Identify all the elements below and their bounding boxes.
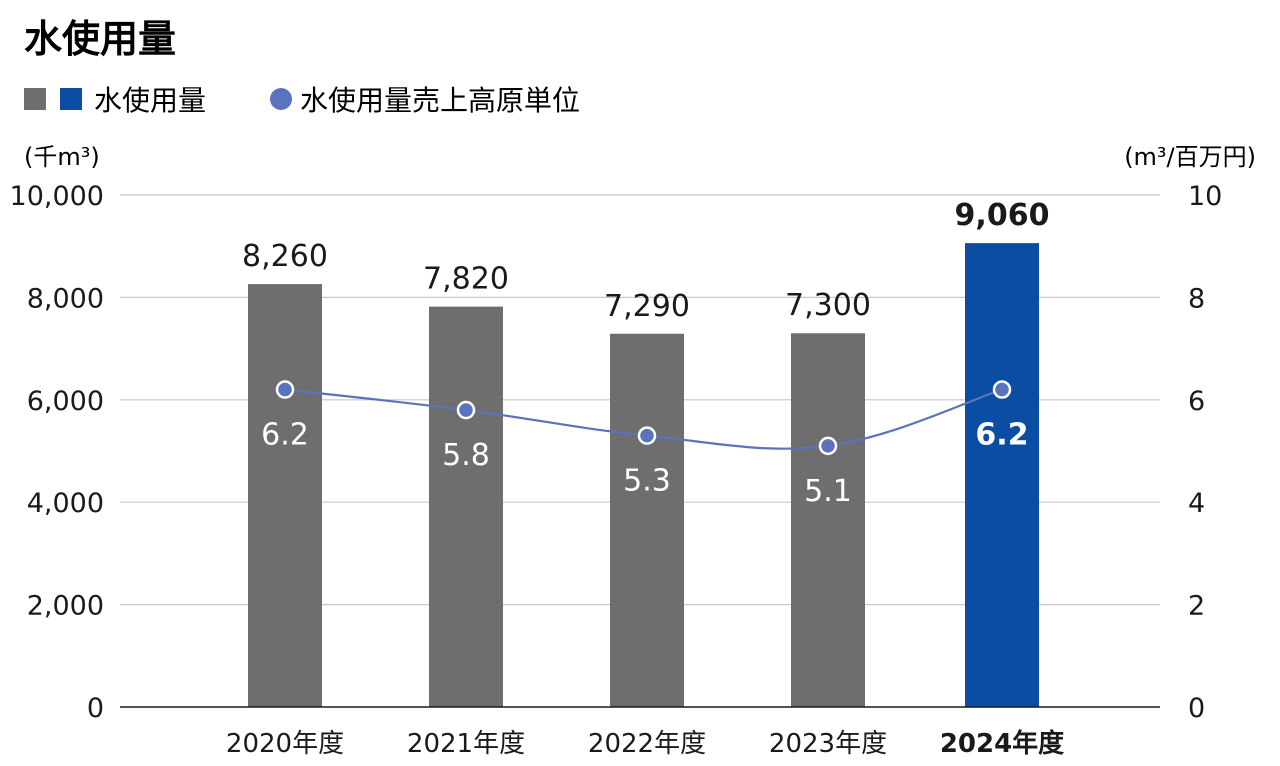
line-value-label: 5.1 [804,474,852,509]
bar [965,243,1039,708]
x-tick-label: 2021年度 [407,729,525,759]
bar [429,306,503,707]
labels-layer: 8,260 7,820 7,290 7,300 9,060 6.2 5.8 5.3 5.1 6.2 [242,198,1049,509]
y-right-tick-label: 10 [1188,181,1222,212]
legend-bar-swatch-blue [60,88,82,110]
line-layer [275,380,1012,456]
line-value-label: 6.2 [975,418,1028,453]
legend: 水使用量 水使用量売上高原単位 [24,84,580,117]
bar-value-label: 9,060 [955,198,1050,233]
bar [610,333,684,707]
y-left-tick-label: 8,000 [27,283,104,314]
bar-value-label: 7,300 [785,288,871,323]
line-value-label: 5.8 [442,438,490,473]
line-value-label: 6.2 [261,418,309,453]
x-tick-label: 2023年度 [769,729,887,759]
x-tick-label: 2024年度 [940,728,1064,759]
axis-layer: 0 2,000 4,000 6,000 8,000 10,000 0 2 4 6 8 10 2020年度… [10,181,1223,759]
y-right-tick-label: 0 [1188,693,1205,724]
y-left-tick-label: 10,000 [10,181,104,212]
legend-bar-swatch-gray [24,88,46,110]
y-left-tick-label: 4,000 [27,488,104,519]
y-left-tick-label: 0 [87,693,104,724]
y-left-tick-label: 6,000 [27,386,104,417]
line-point [818,436,838,456]
bar-value-label: 7,820 [423,262,509,297]
line-point [275,380,295,399]
chart-title: 水使用量 [24,17,176,61]
y-right-tick-label: 4 [1188,488,1205,519]
y-right-tick-label: 2 [1188,591,1205,622]
legend-bar-label: 水使用量 [94,84,206,117]
x-tick-label: 2022年度 [588,729,706,759]
bar [791,333,865,707]
legend-line-label: 水使用量売上高原単位 [300,84,580,117]
bar-value-label: 8,260 [242,239,328,274]
line-point [992,380,1012,399]
x-tick-label: 2020年度 [226,729,344,759]
y-right-unit-label: (m³/百万円) [1124,143,1256,171]
legend-line-marker [270,88,292,110]
line-point [456,400,476,420]
line-point [637,426,657,445]
bar [248,284,322,707]
y-left-tick-label: 2,000 [27,591,104,622]
line-value-label: 5.3 [623,464,671,499]
y-left-unit-label: (千m³) [24,143,100,171]
y-right-tick-label: 8 [1188,283,1205,314]
bars-layer [248,243,1039,708]
y-right-tick-label: 6 [1188,386,1205,417]
bar-value-label: 7,290 [604,289,690,324]
